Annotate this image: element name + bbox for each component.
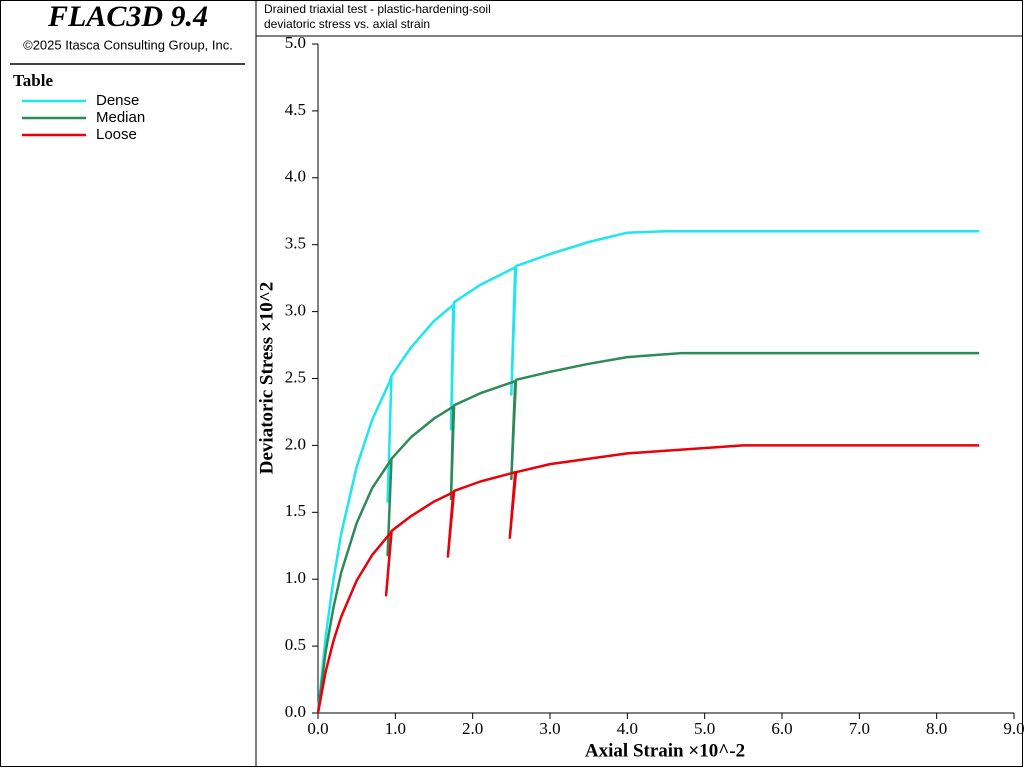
y-tick-label: 1.5 bbox=[285, 501, 306, 520]
legend-label: Dense bbox=[96, 92, 139, 109]
legend-label: Loose bbox=[96, 126, 137, 143]
legend-label: Median bbox=[96, 109, 145, 126]
x-tick-label: 6.0 bbox=[771, 719, 792, 738]
series-line bbox=[316, 351, 980, 714]
x-tick-label: 5.0 bbox=[694, 719, 715, 738]
x-tick-label: 3.0 bbox=[539, 719, 560, 738]
y-tick-label: 0.0 bbox=[285, 702, 306, 721]
y-tick-label: 2.5 bbox=[285, 367, 306, 386]
chart-subtitle: deviatoric stress vs. axial strain bbox=[264, 17, 430, 31]
series-line bbox=[316, 444, 980, 714]
x-tick-label: 9.0 bbox=[1003, 719, 1024, 738]
y-axis-label: Deviatoric Stress ×10^2 bbox=[256, 282, 277, 474]
y-tick-label: 3.5 bbox=[285, 234, 306, 253]
x-tick-label: 1.0 bbox=[385, 719, 406, 738]
x-tick-label: 2.0 bbox=[462, 719, 483, 738]
y-tick-label: 3.0 bbox=[285, 301, 306, 320]
x-tick-label: 8.0 bbox=[926, 719, 947, 738]
series-line bbox=[316, 230, 980, 714]
y-tick-label: 4.0 bbox=[285, 167, 306, 186]
x-tick-label: 4.0 bbox=[617, 719, 638, 738]
x-tick-label: 7.0 bbox=[849, 719, 870, 738]
x-axis-label: Axial Strain ×10^-2 bbox=[585, 740, 745, 761]
y-tick-label: 4.5 bbox=[285, 100, 306, 119]
legend-title: Table bbox=[13, 71, 53, 90]
y-tick-label: 0.5 bbox=[285, 635, 306, 654]
y-tick-label: 2.0 bbox=[285, 434, 306, 453]
copyright: ©2025 Itasca Consulting Group, Inc. bbox=[23, 37, 233, 52]
y-tick-label: 5.0 bbox=[285, 33, 306, 52]
y-tick-label: 1.0 bbox=[285, 568, 306, 587]
chart-title: Drained triaxial test - plastic-hardenin… bbox=[264, 2, 491, 16]
app-title: FLAC3D 9.4 bbox=[47, 0, 208, 33]
x-tick-label: 0.0 bbox=[307, 719, 328, 738]
